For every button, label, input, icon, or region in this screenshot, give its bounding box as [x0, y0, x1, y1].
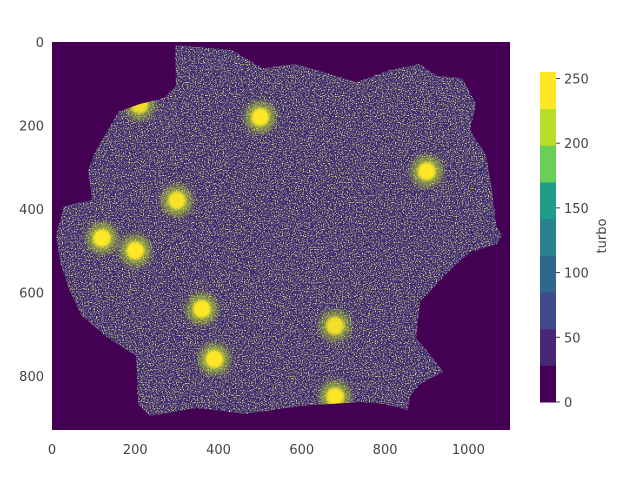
- y-tick-label: 0: [36, 36, 44, 51]
- cluster-core: [326, 316, 345, 335]
- colorbar-tick-label: 150: [564, 202, 589, 217]
- x-tick-label: 800: [373, 443, 398, 458]
- colorbar: 0 50 100 150 200 250 turbo: [540, 72, 610, 411]
- colorbar-tick-label: 0: [564, 396, 572, 411]
- colorbar-title: turbo: [595, 219, 610, 254]
- colorbar-band: [540, 365, 556, 403]
- cluster-core: [205, 350, 224, 369]
- cluster-core: [92, 229, 111, 248]
- colorbar-band: [540, 72, 556, 110]
- colorbar-bands: [540, 72, 556, 403]
- colorbar-tick-label: 50: [564, 331, 581, 346]
- colorbar-tick-label: 250: [564, 72, 589, 87]
- cluster-core: [417, 162, 436, 181]
- colorbar-tick-label: 100: [564, 267, 589, 282]
- colorbar-band: [540, 108, 556, 146]
- colorbar-tick-label: 200: [564, 137, 589, 152]
- cluster-core: [167, 191, 186, 210]
- heatmap: [52, 42, 510, 430]
- colorbar-band: [540, 292, 556, 330]
- x-axis-ticks: 0 200 400 600 800 1000: [48, 443, 485, 458]
- y-tick-label: 400: [19, 203, 44, 218]
- x-tick-label: 200: [123, 443, 148, 458]
- y-axis-ticks: 0 200 400 600 800: [19, 36, 44, 385]
- cluster-core: [192, 300, 211, 319]
- x-tick-label: 1000: [452, 443, 485, 458]
- colorbar-band: [540, 182, 556, 220]
- colorbar-band: [540, 328, 556, 366]
- cluster-core: [126, 241, 145, 260]
- y-tick-label: 800: [19, 370, 44, 385]
- y-tick-label: 200: [19, 119, 44, 134]
- colorbar-band: [540, 255, 556, 293]
- x-tick-label: 600: [289, 443, 314, 458]
- cluster-core: [251, 108, 270, 127]
- x-tick-label: 400: [206, 443, 231, 458]
- colorbar-band: [540, 218, 556, 256]
- y-tick-label: 600: [19, 286, 44, 301]
- colorbar-ticks: 0 50 100 150 200 250: [556, 72, 589, 411]
- x-tick-label: 0: [48, 443, 56, 458]
- colorbar-band: [540, 145, 556, 183]
- cluster-core: [326, 387, 345, 406]
- bright-clusters: [85, 88, 443, 413]
